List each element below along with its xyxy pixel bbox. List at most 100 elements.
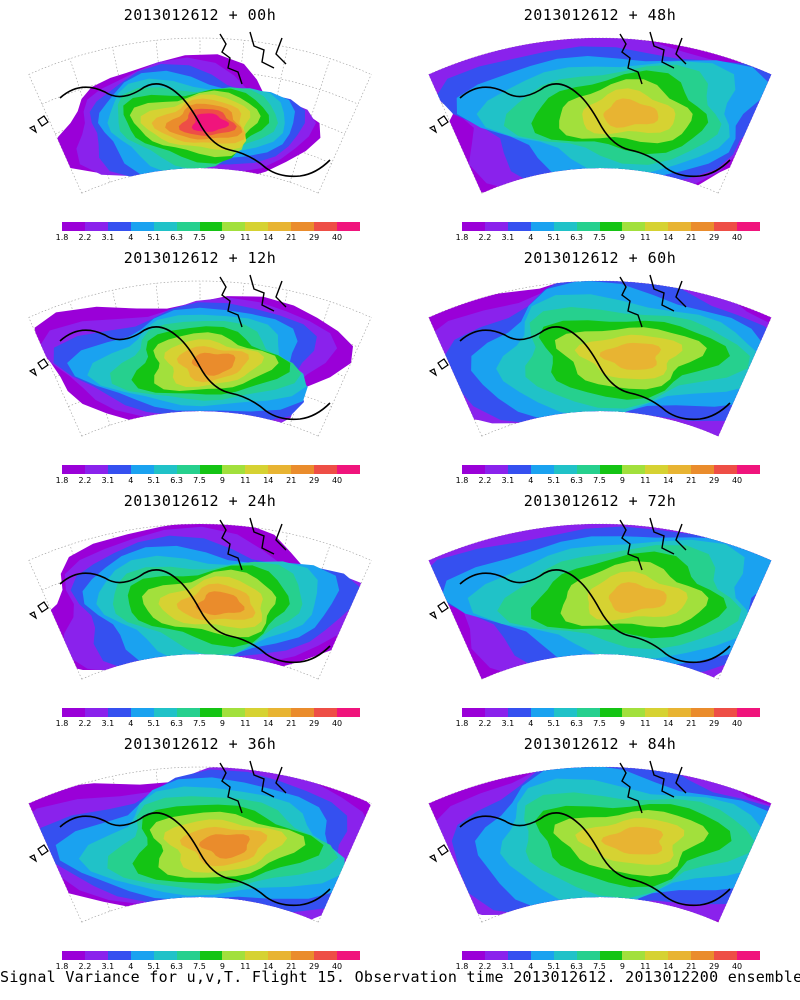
colorbar-swatch bbox=[222, 951, 246, 960]
colorbar bbox=[62, 708, 360, 717]
colorbar-swatch bbox=[291, 222, 315, 231]
colorbar-swatch bbox=[199, 465, 223, 474]
colorbar-swatch bbox=[176, 951, 200, 960]
panel-title: 2013012612 + 36h bbox=[123, 735, 277, 753]
colorbar-tick-label: 2.2 bbox=[78, 476, 92, 485]
coastline bbox=[459, 569, 731, 664]
colorbar-tick-label: 21 bbox=[686, 233, 697, 242]
colorbar-swatch bbox=[314, 222, 338, 231]
colorbar-tick-label: 29 bbox=[709, 476, 720, 485]
island-outline bbox=[428, 358, 449, 377]
colorbar-tick-label: 4 bbox=[128, 233, 134, 242]
variance-contours bbox=[53, 54, 321, 180]
colorbar-tick-label: 7.5 bbox=[593, 719, 606, 728]
colorbar-tick-label: 40 bbox=[331, 476, 343, 485]
colorbar-swatch bbox=[714, 708, 738, 717]
colorbar-swatch bbox=[599, 708, 623, 717]
coastline bbox=[59, 326, 331, 421]
colorbar-tick-label: 3.1 bbox=[501, 233, 515, 242]
colorbar-tick-label: 6.3 bbox=[570, 233, 583, 242]
colorbar-labels: 1.8 2.2 3.1 4 5.1 6.3 7.5 9 11 14 21 29 40 bbox=[456, 962, 760, 972]
colorbar-swatch bbox=[507, 465, 531, 474]
colorbar-tick-label: 14 bbox=[663, 962, 674, 971]
colorbar-swatch bbox=[268, 708, 292, 717]
colorbar-tick-label: 5.1 bbox=[547, 962, 561, 971]
colorbar-tick-label: 14 bbox=[263, 719, 274, 728]
colorbar-tick-label: 11 bbox=[640, 962, 651, 971]
colorbar-tick-label: 9 bbox=[619, 962, 625, 971]
colorbar-swatch bbox=[291, 465, 315, 474]
colorbar-labels: 1.8 2.2 3.1 4 5.1 6.3 7.5 9 11 14 21 29 40 bbox=[56, 476, 360, 486]
colorbar-swatch bbox=[484, 222, 508, 231]
colorbar-swatch bbox=[153, 465, 177, 474]
colorbar-swatch bbox=[62, 465, 85, 474]
colorbar-swatch bbox=[176, 708, 200, 717]
colorbar-swatch bbox=[576, 708, 600, 717]
colorbar-swatch bbox=[668, 951, 692, 960]
colorbar-swatch bbox=[691, 465, 715, 474]
colorbar-swatch bbox=[337, 222, 360, 231]
colorbar-swatch bbox=[553, 222, 577, 231]
colorbar-swatch bbox=[199, 951, 223, 960]
variance-contours bbox=[428, 38, 772, 194]
colorbar-tick-label: 7.5 bbox=[193, 962, 206, 971]
colorbar-swatch bbox=[484, 465, 508, 474]
map-panel: 2013012612 + 60h 1.8 2.2 3.1 4 5.1 6.3 7.5 9 11 14… bbox=[400, 243, 800, 486]
colorbar-tick-label: 5.1 bbox=[547, 233, 561, 242]
colorbar-tick-label: 11 bbox=[240, 962, 251, 971]
colorbar-tick-label: 4 bbox=[128, 962, 134, 971]
colorbar-labels: 1.8 2.2 3.1 4 5.1 6.3 7.5 9 11 14 21 29 40 bbox=[56, 962, 360, 972]
colorbar-swatch bbox=[462, 222, 485, 231]
colorbar-swatch bbox=[622, 951, 646, 960]
colorbar-tick-label: 21 bbox=[286, 719, 297, 728]
colorbar-tick-label: 5.1 bbox=[147, 719, 161, 728]
colorbar-tick-label: 40 bbox=[731, 719, 743, 728]
colorbar-swatch bbox=[314, 951, 338, 960]
colorbar-swatch bbox=[645, 222, 669, 231]
colorbar-swatch bbox=[130, 222, 154, 231]
colorbar-swatch bbox=[737, 708, 760, 717]
colorbar-swatch bbox=[691, 708, 715, 717]
colorbar-tick-label: 6.3 bbox=[170, 719, 183, 728]
colorbar-tick-label: 1.8 bbox=[55, 719, 69, 728]
panel-title: 2013012612 + 84h bbox=[523, 735, 677, 753]
colorbar-swatch bbox=[737, 465, 760, 474]
colorbar-tick-label: 21 bbox=[286, 962, 297, 971]
colorbar-tick-label: 3.1 bbox=[101, 233, 115, 242]
variance-map bbox=[28, 760, 372, 923]
colorbar-swatch bbox=[553, 708, 577, 717]
variance-contours bbox=[28, 767, 372, 923]
colorbar bbox=[62, 951, 360, 960]
colorbar-tick-label: 3.1 bbox=[501, 476, 515, 485]
colorbar-swatch bbox=[530, 465, 554, 474]
colorbar-swatch bbox=[62, 951, 85, 960]
colorbar-swatch bbox=[222, 465, 246, 474]
colorbar-tick-label: 2.2 bbox=[478, 962, 492, 971]
variance-map bbox=[428, 274, 772, 437]
colorbar-swatch bbox=[268, 222, 292, 231]
map-panel: 2013012612 + 72h 1.8 2.2 3.1 4 5.1 6.3 7.5 9 11 14… bbox=[400, 486, 800, 729]
island-outline bbox=[428, 601, 449, 620]
colorbar bbox=[62, 222, 360, 231]
colorbar-swatch bbox=[84, 708, 108, 717]
colorbar-tick-label: 5.1 bbox=[147, 962, 161, 971]
colorbar-tick-label: 2.2 bbox=[478, 476, 492, 485]
colorbar-swatch bbox=[199, 708, 223, 717]
colorbar-swatch bbox=[84, 222, 108, 231]
panel-grid: 2013012612 + 00h 1.8 2.2 3.1 4 5.1 6.3 7.5 9 11 14… bbox=[28, 6, 800, 972]
colorbar-swatch bbox=[599, 465, 623, 474]
colorbar-swatch bbox=[153, 222, 177, 231]
colorbar-swatch bbox=[737, 951, 760, 960]
colorbar-swatch bbox=[314, 708, 338, 717]
colorbar-swatch bbox=[222, 222, 246, 231]
colorbar-tick-label: 21 bbox=[286, 476, 297, 485]
colorbar-tick-label: 2.2 bbox=[478, 233, 492, 242]
colorbar-tick-label: 5.1 bbox=[547, 719, 561, 728]
colorbar-tick-label: 21 bbox=[686, 962, 697, 971]
colorbar-tick-label: 21 bbox=[286, 233, 297, 242]
colorbar-swatch bbox=[668, 708, 692, 717]
colorbar-swatch bbox=[199, 222, 223, 231]
colorbar-swatch bbox=[530, 222, 554, 231]
colorbar-swatch bbox=[530, 708, 554, 717]
colorbar-tick-label: 3.1 bbox=[101, 719, 115, 728]
